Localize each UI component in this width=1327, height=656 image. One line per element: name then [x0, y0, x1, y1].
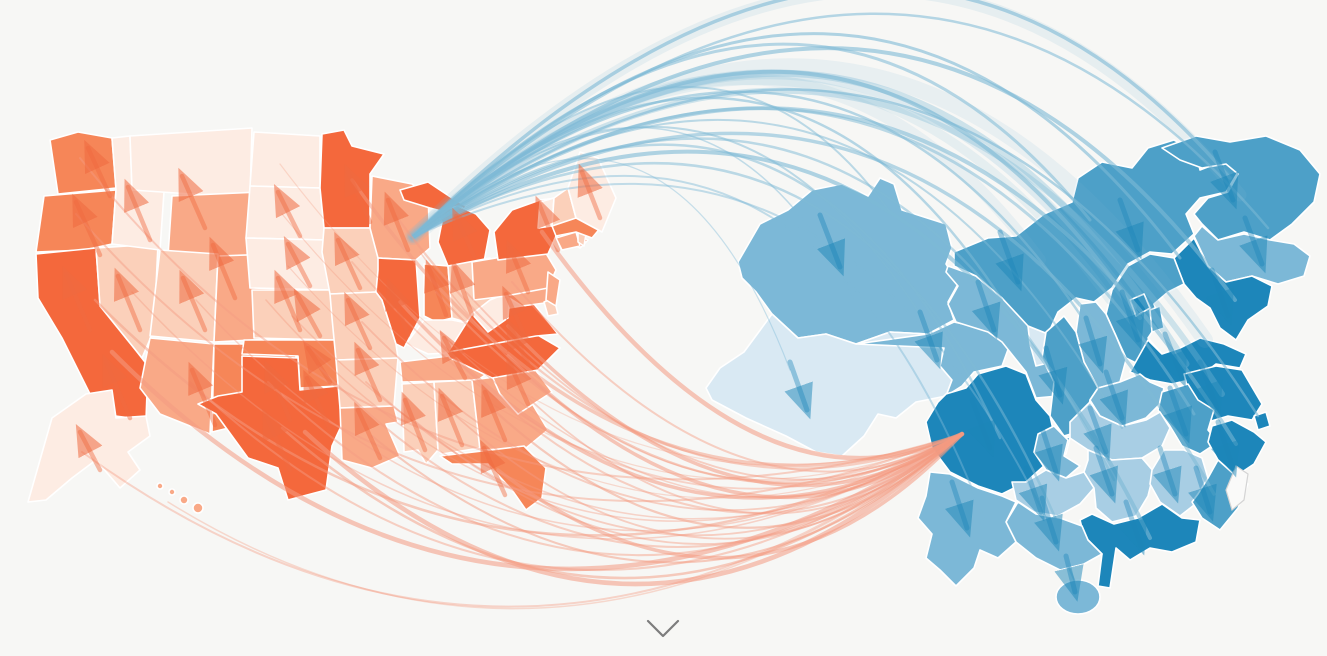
us-state-UT[interactable]: [149, 249, 219, 343]
us-state-FL[interactable]: [439, 445, 547, 511]
china-incoming-arrows: [784, 149, 1268, 602]
us-state-OR[interactable]: [35, 189, 117, 253]
cn-province-HI[interactable]: [1055, 579, 1101, 615]
us-incoming-arrows: [62, 139, 603, 498]
cn-province-HL[interactable]: [1161, 135, 1321, 241]
us-state-HI[interactable]: [156, 482, 204, 514]
flow-arcs-us-to-china: [405, 0, 1270, 585]
us-state-ND[interactable]: [249, 131, 321, 189]
us-state-NJ[interactable]: [545, 271, 561, 307]
chevron-down-icon[interactable]: [646, 619, 680, 638]
us-state-MT[interactable]: [129, 127, 253, 199]
